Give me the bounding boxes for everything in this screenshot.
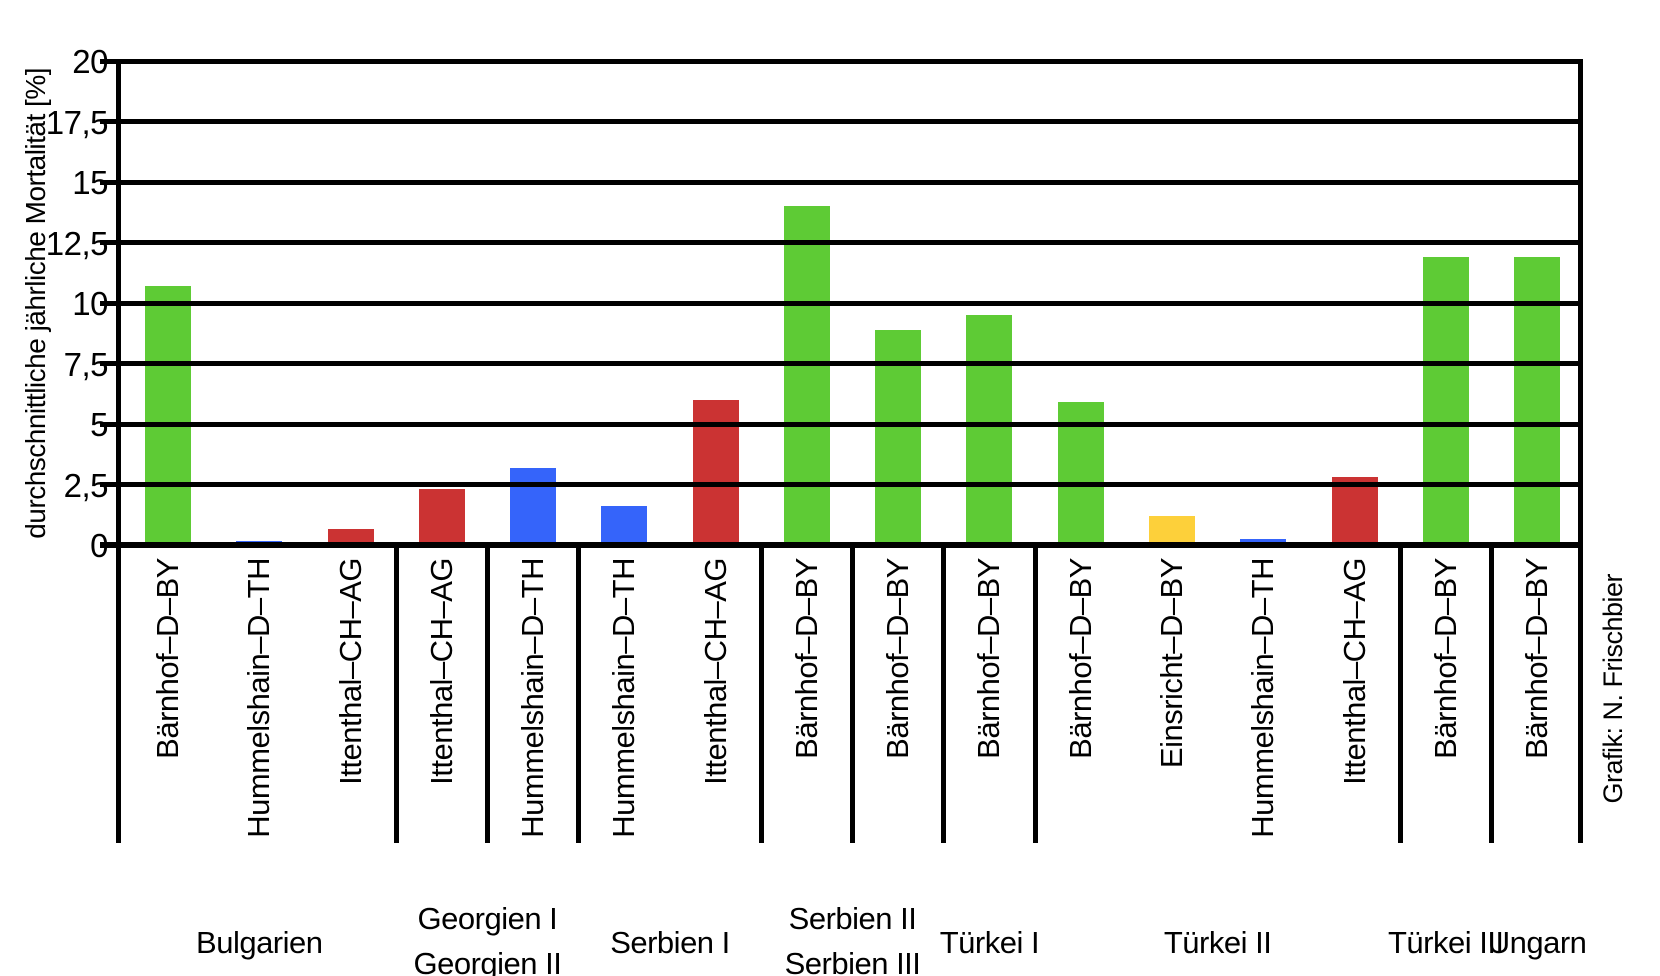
group-separator [1397, 545, 1403, 843]
y-tick-label-15: 15 [72, 164, 108, 201]
group-label-line: Türkei III [1387, 925, 1504, 960]
y-axis-line [116, 61, 121, 843]
bar-label-9: Bärnhof–D–BY [880, 558, 916, 759]
group-label-line: Türkei II [1163, 925, 1272, 960]
y-tick-label-7,5: 7,5 [63, 345, 109, 383]
group-separator [484, 545, 490, 843]
y-tick-label-20: 20 [72, 43, 108, 80]
gridline-17,5 [100, 119, 1583, 124]
bar-bulgarien-1 [145, 286, 191, 545]
group-label-line: Serbien III [784, 946, 921, 976]
x-axis-line [100, 542, 1583, 548]
bar-label-15: Bärnhof–D–BY [1427, 558, 1463, 759]
bar-serbien-ii-8 [783, 206, 830, 545]
bar-türkei-ii-13 [1240, 538, 1287, 545]
group-label-line: Georgien II [413, 946, 562, 976]
gridline-15 [100, 179, 1583, 185]
group-separator [850, 545, 856, 843]
group-label-line: Ungarn [1487, 925, 1587, 960]
bar-label-7: Ittenthal–CH–AG [697, 558, 733, 785]
bar-türkei-ii-14 [1331, 477, 1378, 545]
bar-label-14: Ittenthal–CH–AG [1336, 558, 1372, 785]
y-tick-label-10: 10 [72, 285, 108, 322]
group-label-bulgarien: Bulgarien [196, 920, 323, 965]
group-separator [1488, 545, 1494, 843]
group-label-serbien-ii-serbien-iii: Serbien II Serbien III [785, 896, 921, 976]
group-label-line: Georgien I [417, 901, 558, 936]
gridline-5 [100, 421, 1583, 427]
group-separator [941, 545, 947, 843]
bar-label-16: Bärnhof–D–BY [1519, 558, 1555, 759]
group-separator [576, 545, 582, 843]
group-label-türkei-i: Türkei I [939, 920, 1040, 965]
bar-label-10: Bärnhof–D–BY [971, 558, 1007, 759]
group-label-serbien-i: Serbien I [610, 920, 730, 965]
bar-label-13: Hummelshain–D–TH [1245, 558, 1281, 838]
bar-serbien-i-6 [601, 506, 648, 545]
bar-georgien-i-4 [418, 489, 465, 545]
bar-label-6: Hummelshain–D–TH [606, 558, 642, 838]
credit-text: Grafik: N. Frischbier [1598, 574, 1628, 804]
y-tick-label-0: 0 [90, 527, 108, 564]
group-label-türkei-ii: Türkei II [1163, 920, 1272, 965]
group-label-georgien-i-georgien-ii: Georgien I Georgien II [414, 896, 562, 976]
group-label-türkei-iii: Türkei III [1388, 920, 1504, 965]
bar-türkei-ii-12 [1148, 515, 1195, 545]
y-tick-label-12,5: 12,5 [45, 224, 109, 262]
bar-label-2: Hummelshain–D–TH [241, 558, 277, 838]
gridline-2,5 [100, 482, 1583, 487]
bar-label-8: Bärnhof–D–BY [788, 558, 824, 759]
bar-label-3: Ittenthal–CH–AG [332, 558, 368, 785]
group-separator [758, 545, 764, 843]
group-label-line: Bulgarien [196, 925, 323, 960]
bar-türkei-i-10 [966, 315, 1013, 545]
gridline-7,5 [100, 361, 1583, 366]
gridline-20 [100, 58, 1583, 64]
bar-label-1: Bärnhof–D–BY [150, 558, 185, 759]
bar-label-11: Bärnhof–D–BY [1062, 558, 1098, 759]
y-tick-label-17,5: 17,5 [45, 103, 109, 141]
gridline-10 [100, 300, 1583, 306]
gridline-12,5 [100, 240, 1583, 245]
bar-label-12: Einsricht–D–BY [1153, 558, 1189, 769]
y-tick-label-2,5: 2,5 [63, 466, 109, 504]
y-tick-label-5: 5 [90, 406, 108, 443]
group-separator [1032, 545, 1038, 843]
group-label-line: Serbien II [788, 901, 917, 936]
group-label-line: Serbien I [610, 925, 730, 960]
bar-label-5: Hummelshain–D–TH [515, 558, 551, 838]
plot-right-border [1578, 61, 1583, 843]
group-separator [393, 545, 399, 843]
group-label-line: Türkei I [939, 925, 1040, 960]
bar-bulgarien-3 [327, 529, 374, 545]
bar-label-4: Ittenthal–CH–AG [423, 558, 459, 785]
bar-georgien-ii-5 [510, 467, 557, 545]
group-label-ungarn: Ungarn [1488, 920, 1587, 965]
